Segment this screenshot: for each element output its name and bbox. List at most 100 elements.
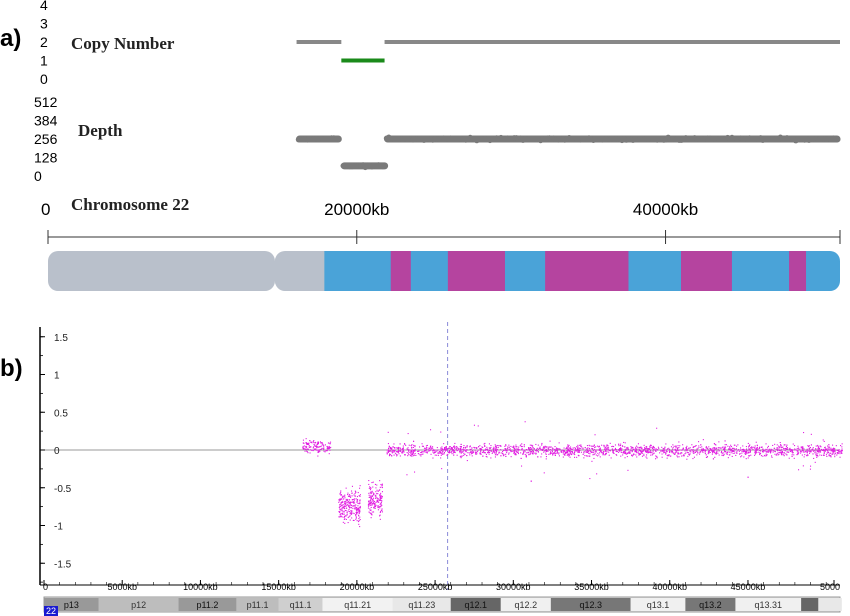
data-point <box>370 499 372 501</box>
data-point <box>586 451 588 453</box>
data-point <box>352 499 354 501</box>
data-point <box>515 444 517 446</box>
data-point <box>402 449 404 451</box>
data-point <box>519 445 521 447</box>
data-point <box>624 449 626 451</box>
data-point <box>816 453 818 455</box>
data-point <box>316 442 318 444</box>
data-point <box>328 445 330 447</box>
data-point <box>743 456 745 458</box>
data-point <box>613 449 615 451</box>
data-point <box>490 445 492 447</box>
data-point <box>338 501 340 503</box>
data-point <box>532 447 534 449</box>
data-point <box>425 445 427 447</box>
data-point <box>715 452 717 454</box>
data-point <box>622 445 624 447</box>
data-point <box>655 450 657 452</box>
data-point <box>725 451 727 453</box>
data-point <box>424 449 426 451</box>
data-point <box>480 453 482 455</box>
data-point <box>379 486 381 488</box>
data-point <box>807 450 809 452</box>
data-point <box>380 501 382 503</box>
data-point <box>470 450 472 452</box>
data-point <box>578 448 580 450</box>
data-point <box>651 452 653 454</box>
data-point <box>826 448 828 450</box>
data-point <box>829 449 831 451</box>
data-point <box>743 449 745 451</box>
data-point <box>788 448 790 450</box>
data-point <box>671 451 673 453</box>
data-point <box>606 447 608 449</box>
data-point <box>535 453 537 455</box>
data-point <box>719 447 721 449</box>
data-point <box>745 451 747 453</box>
data-point <box>355 507 357 509</box>
data-point <box>507 448 509 450</box>
data-point <box>541 449 543 451</box>
data-point <box>545 446 547 448</box>
data-point <box>644 447 646 449</box>
data-point <box>827 447 829 449</box>
data-point <box>367 507 369 509</box>
data-point <box>303 442 305 444</box>
data-point <box>818 452 820 454</box>
data-point <box>469 448 471 450</box>
data-point <box>372 481 374 483</box>
data-point <box>410 453 412 455</box>
data-point <box>447 453 449 455</box>
data-point <box>742 449 744 451</box>
data-point <box>657 446 659 448</box>
data-point <box>794 448 796 450</box>
data-point <box>497 454 499 456</box>
data-point <box>379 507 381 509</box>
data-point <box>381 484 383 486</box>
data-point <box>601 452 603 454</box>
data-point <box>841 448 843 450</box>
data-point <box>440 457 442 459</box>
data-point <box>466 445 468 447</box>
data-point <box>724 448 726 450</box>
data-point <box>651 454 653 456</box>
data-point <box>754 454 756 456</box>
data-point <box>821 454 823 456</box>
data-point <box>433 452 435 454</box>
data-point <box>750 454 752 456</box>
data-point <box>406 452 408 454</box>
data-point <box>339 515 341 517</box>
data-point <box>776 447 778 449</box>
data-point <box>682 447 684 449</box>
data-point <box>344 495 346 497</box>
data-point <box>414 445 416 447</box>
axis-start-label: 0 <box>41 200 50 219</box>
data-point <box>408 449 410 451</box>
data-point <box>562 453 564 455</box>
data-point <box>352 519 354 521</box>
data-point <box>500 445 502 447</box>
data-point <box>346 499 348 501</box>
data-point <box>387 443 389 445</box>
data-point <box>376 484 378 486</box>
data-point <box>308 446 310 448</box>
depth-tick-label: 512 <box>34 94 58 110</box>
data-point <box>593 445 595 447</box>
data-point <box>774 443 776 445</box>
data-point <box>444 450 446 452</box>
data-point <box>371 503 373 505</box>
data-point <box>774 451 776 453</box>
data-point <box>738 450 740 452</box>
data-point <box>734 449 736 451</box>
data-point <box>589 449 591 451</box>
data-point <box>514 450 516 452</box>
data-point <box>591 445 593 447</box>
data-point <box>354 506 356 508</box>
data-point <box>748 445 750 447</box>
data-point <box>829 452 831 454</box>
data-point <box>627 449 629 451</box>
data-point <box>398 453 400 455</box>
data-point <box>441 453 443 455</box>
data-point <box>355 512 357 514</box>
data-point <box>609 450 611 452</box>
